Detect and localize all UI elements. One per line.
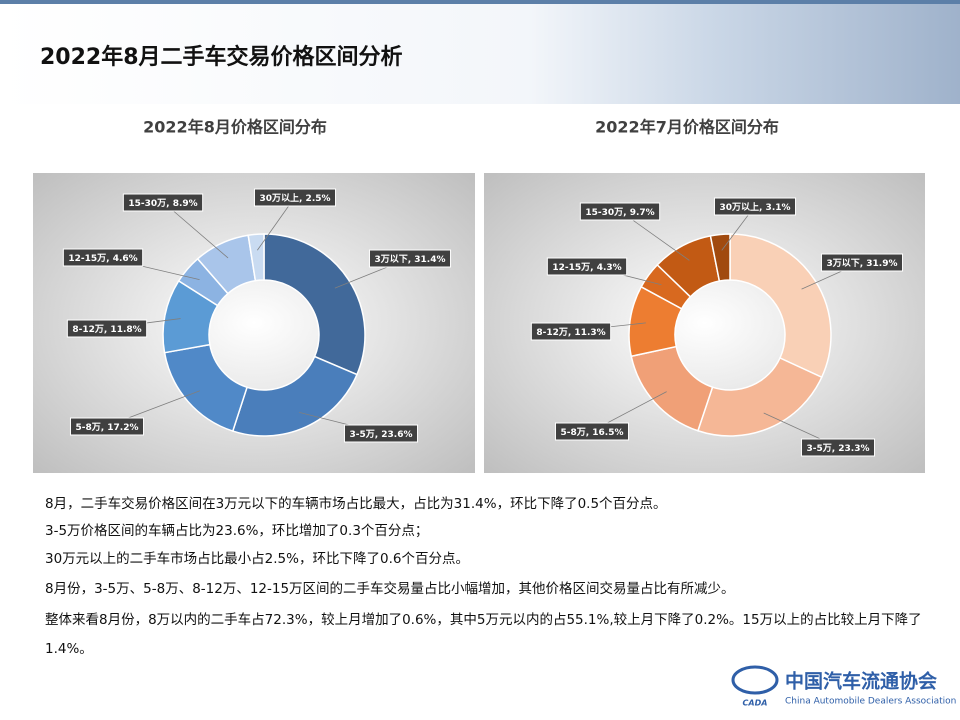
label-category: 5-8万 (560, 427, 585, 438)
label-category: 3-5万 (349, 429, 374, 440)
label-value: , 9.7% (623, 208, 655, 218)
label-value: , 23.6% (375, 430, 413, 440)
page-title: 2022年8月二手车交易价格区间分析 (40, 44, 403, 70)
label-box (122, 193, 204, 212)
label-category: 8-12万 (536, 327, 568, 338)
label-value: , 11.8% (104, 325, 142, 335)
header-band (0, 0, 960, 104)
logo-name: 中国汽车流通协会 (785, 670, 937, 693)
data-label: 5-8万, 17.2% (69, 417, 145, 436)
label-box (253, 188, 337, 207)
label-value: , 31.4% (408, 255, 446, 265)
data-label: 3-5万, 23.6% (343, 424, 419, 443)
label-value: , 31.9% (860, 259, 898, 269)
label-box (530, 322, 612, 341)
label-value: , 11.3% (568, 328, 606, 338)
data-label: 8-12万, 11.3% (530, 322, 612, 341)
label-box (554, 422, 630, 441)
label-value: , 4.3% (590, 263, 622, 273)
note: 3-5万价格区间的车辆占比为23.6%，环比增加了0.3个百分点； (45, 523, 429, 539)
data-label: 30万以上, 2.5% (253, 188, 337, 207)
label-category: 3-5万 (806, 443, 831, 454)
label-category: 5-8万 (75, 422, 100, 433)
label-text: 5-8万, 17.2% (75, 422, 138, 433)
note: 8月，二手车交易价格区间在3万元以下的车辆市场占比最大，占比为31.4%，环比下… (45, 496, 667, 512)
data-label: 30万以上, 3.1% (713, 197, 797, 216)
chart-title: 2022年8月价格区间分布 (143, 118, 327, 137)
label-box (69, 417, 145, 436)
label-text: 12-15万, 4.3% (552, 262, 621, 273)
label-category: 12-15万 (552, 262, 590, 273)
label-text: 8-12万, 11.8% (72, 324, 141, 335)
data-label: 3万以下, 31.9% (820, 253, 904, 272)
label-text: 15-30万, 9.7% (585, 207, 654, 218)
data-label: 3万以下, 31.4% (368, 249, 452, 268)
donut-slice (263, 233, 366, 376)
label-category: 3万以下 (826, 258, 859, 269)
label-box (546, 257, 628, 276)
logo-english: China Automobile Dealers Association (785, 697, 956, 707)
donut-slice (729, 233, 832, 379)
data-label: 12-15万, 4.3% (546, 257, 628, 276)
note: 30万元以上的二手车市场占比最小占2.5%，环比下降了0.6个百分点。 (45, 551, 469, 567)
label-category: 3万以下 (374, 254, 407, 265)
label-category: 15-30万 (128, 198, 166, 209)
donut-slice (247, 233, 265, 282)
label-text: 3-5万, 23.3% (806, 443, 869, 454)
label-value: , 17.2% (101, 423, 139, 433)
label-text: 30万以上, 3.1% (719, 201, 790, 213)
label-text: 3万以下, 31.9% (826, 258, 897, 269)
data-label: 5-8万, 16.5% (554, 422, 630, 441)
label-box (343, 424, 419, 443)
logo: CADA 中国汽车流通协会 China Automobile Dealers A… (731, 665, 956, 708)
note: 整体来看8月份，8万以内的二手车占72.3%，较上月增加了0.6%，其中5万元以… (45, 612, 922, 657)
data-label: 15-30万, 9.7% (579, 202, 661, 221)
data-label: 8-12万, 11.8% (66, 319, 148, 338)
label-text: 12-15万, 4.6% (68, 253, 137, 264)
label-value: , 8.9% (166, 199, 198, 209)
data-label: 12-15万, 4.6% (62, 248, 144, 267)
label-text: 3万以下, 31.4% (374, 254, 445, 265)
label-box (66, 319, 148, 338)
header-bar (0, 0, 960, 4)
logo-icon (731, 665, 779, 695)
label-text: 5-8万, 16.5% (560, 427, 623, 438)
label-category: 8-12万 (72, 324, 104, 335)
logo-mark: CADA (743, 699, 768, 708)
label-text: 8-12万, 11.3% (536, 327, 605, 338)
chart-title: 2022年7月价格区间分布 (595, 118, 779, 137)
label-value: , 16.5% (586, 428, 624, 438)
label-box (579, 202, 661, 221)
label-box (800, 438, 876, 457)
label-category: 30万以上 (259, 192, 299, 204)
label-value: , 4.6% (106, 254, 138, 264)
label-box (820, 253, 904, 272)
label-category: 12-15万 (68, 253, 106, 264)
label-category: 30万以上 (719, 201, 759, 213)
data-label: 3-5万, 23.3% (800, 438, 876, 457)
label-box (713, 197, 797, 216)
label-category: 15-30万 (585, 207, 623, 218)
label-value: , 2.5% (299, 194, 331, 204)
label-box (368, 249, 452, 268)
label-box (62, 248, 144, 267)
note: 8月份，3-5万、5-8万、8-12万、12-15万区间的二手车交易量占比小幅增… (45, 581, 735, 597)
label-text: 30万以上, 2.5% (259, 192, 330, 204)
label-text: 15-30万, 8.9% (128, 198, 197, 209)
label-text: 3-5万, 23.6% (349, 429, 412, 440)
data-label: 15-30万, 8.9% (122, 193, 204, 212)
label-value: , 3.1% (759, 203, 791, 213)
label-value: , 23.3% (832, 444, 870, 454)
